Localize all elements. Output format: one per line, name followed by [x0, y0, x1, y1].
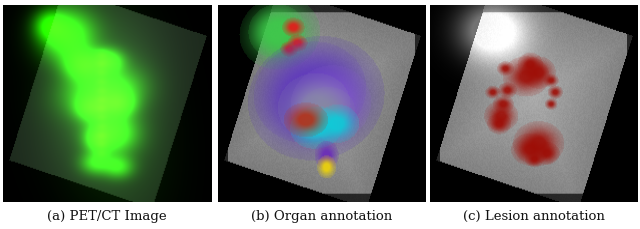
Text: (b) Organ annotation: (b) Organ annotation [251, 210, 392, 223]
Text: (a) PET/CT Image: (a) PET/CT Image [47, 210, 167, 223]
Text: (c) Lesion annotation: (c) Lesion annotation [463, 210, 605, 223]
